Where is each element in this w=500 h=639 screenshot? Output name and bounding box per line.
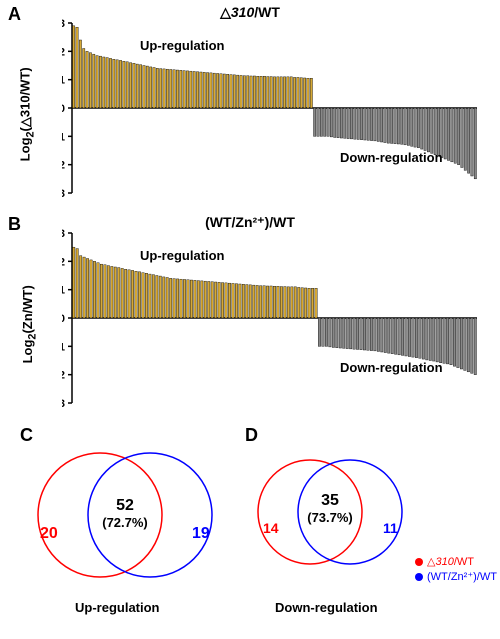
panel-a-chart: -3 -2 -1 0 1 2 3 [62,18,482,198]
panel-c: C 20 19 52 (72.7%) Up-regulation [20,425,230,625]
svg-text:2: 2 [62,256,65,268]
svg-text:1: 1 [62,285,65,297]
panel-d-center-num: 35 [300,492,360,510]
svg-text:2: 2 [62,46,65,58]
svg-text:1: 1 [62,75,65,87]
panel-d-bottom: Down-regulation [275,600,378,615]
panel-c-center-pct: (72.7%) [90,515,160,530]
panel-c-center: 52 (72.7%) [90,497,160,530]
panel-b-chart: -3 -2 -1 0 1 2 3 [62,228,482,408]
panel-b: B (WT/Zn²⁺)/WT Log2(Zn/WT) -3-2-10123 Up… [0,210,500,410]
svg-text:0: 0 [62,103,65,115]
panel-b-up-annotation: Up-regulation [140,248,225,263]
svg-text:-3: -3 [62,188,65,198]
panel-d: D 14 11 35 (73.7%) Down-regulation [245,425,425,625]
legend-item-2-text: (WT/Zn²⁺)/WT [427,570,497,583]
legend-dot-2 [415,573,423,581]
legend-item-2: (WT/Zn²⁺)/WT [415,570,497,583]
panel-d-center: 35 (73.7%) [300,492,360,525]
svg-text:3: 3 [62,228,65,240]
svg-text:-2: -2 [62,370,65,382]
svg-text:-2: -2 [62,160,65,172]
svg-text:-1: -1 [62,341,65,353]
panel-d-left-num: 14 [263,520,279,536]
legend-item-1: △310/WT [415,555,497,568]
panel-d-center-pct: (73.7%) [300,510,360,525]
panel-d-right-num: 11 [383,520,398,536]
svg-text:3: 3 [62,18,65,30]
svg-text:-1: -1 [62,131,65,143]
svg-text:0: 0 [62,313,65,325]
panel-c-right-num: 19 [192,525,210,543]
panel-b-down-annotation: Down-regulation [340,360,443,375]
panel-c-center-num: 52 [90,497,160,515]
panel-a-up-annotation: Up-regulation [140,38,225,53]
panel-a-ylabel: Log2(△310/WT) [18,67,37,161]
legend: △310/WT (WT/Zn²⁺)/WT [415,555,497,585]
panel-b-ylabel: Log2(Zn/WT) [20,285,39,363]
panel-c-bottom: Up-regulation [75,600,160,615]
panel-c-left-num: 20 [40,525,58,543]
legend-dot-1 [415,558,423,566]
panel-a-down-annotation: Down-regulation [340,150,443,165]
svg-text:-3: -3 [62,398,65,408]
panel-a: A △310/WT Log2(△310/WT) -3-2-10123 Up-re… [0,0,500,200]
